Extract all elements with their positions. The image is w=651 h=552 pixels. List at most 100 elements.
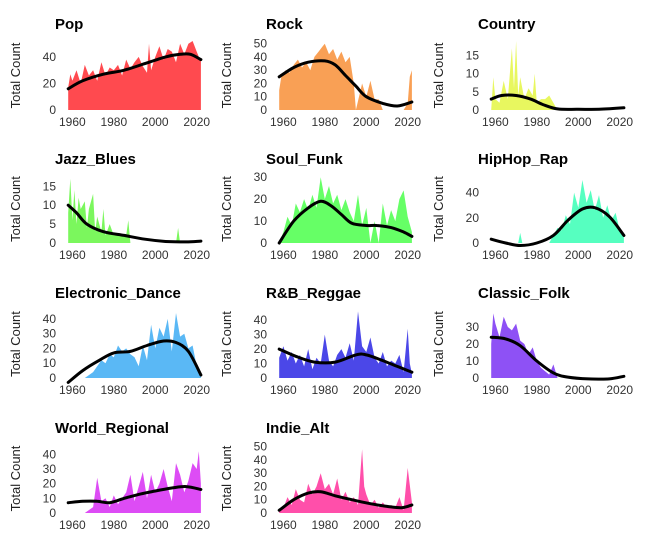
panel-title: R&B_Reggae	[266, 285, 361, 302]
y-tick-label: 20	[466, 211, 480, 225]
x-tick-label: 1980	[311, 115, 338, 129]
x-tick-label: 1960	[59, 518, 86, 532]
x-tick-label: 2000	[142, 115, 169, 129]
x-tick-label: 2000	[353, 383, 380, 397]
y-tick-label: 15	[43, 179, 57, 193]
y-tick-label: 10	[254, 493, 268, 507]
x-tick-label: 1980	[311, 383, 338, 397]
y-tick-label: 30	[466, 320, 480, 334]
x-tick-label: 1980	[523, 248, 550, 262]
y-tick-label: 20	[254, 479, 268, 493]
y-tick-label: 10	[43, 356, 57, 370]
panel-title: Pop	[55, 16, 83, 33]
panel-title: World_Regional	[55, 420, 169, 437]
x-tick-label: 2000	[353, 115, 380, 129]
x-tick-label: 2020	[394, 115, 421, 129]
trend-line	[277, 347, 414, 374]
area-classic-folk	[491, 313, 562, 378]
x-tick-label: 1960	[270, 115, 297, 129]
y-tick-label: 10	[254, 214, 268, 228]
trend-line	[489, 93, 626, 111]
x-tick-label: 2020	[183, 383, 210, 397]
trend-line	[489, 335, 626, 381]
x-tick-label: 2000	[142, 518, 169, 532]
x-tick-label: 1980	[311, 518, 338, 532]
y-tick-label: 40	[254, 453, 268, 467]
x-tick-label: 2000	[142, 383, 169, 397]
y-tick-label: 15	[466, 49, 480, 63]
x-tick-label: 1960	[482, 383, 509, 397]
y-tick-label: 50	[254, 37, 268, 51]
panel-title: Electronic_Dance	[55, 285, 181, 302]
area-world-regional	[68, 451, 201, 513]
y-tick-label: 0	[472, 103, 479, 117]
y-tick-label: 40	[43, 312, 57, 326]
y-tick-label: 20	[43, 76, 57, 90]
x-tick-label: 2000	[565, 383, 592, 397]
y-tick-label: 30	[254, 170, 268, 184]
area-indie-alt	[279, 449, 412, 513]
x-tick-label: 1960	[482, 248, 509, 262]
y-tick-label: 30	[254, 466, 268, 480]
x-tick-label: 1980	[100, 383, 127, 397]
panel-title: Country	[478, 16, 536, 33]
y-tick-label: 0	[260, 506, 267, 520]
y-tick-label: 0	[260, 103, 267, 117]
y-tick-label: 0	[49, 236, 56, 250]
trend-line	[66, 203, 203, 244]
x-tick-label: 1980	[523, 115, 550, 129]
y-tick-label: 0	[472, 371, 479, 385]
y-tick-label: 10	[254, 357, 268, 371]
x-tick-label: 2000	[353, 518, 380, 532]
y-axis-title: Total Count	[219, 176, 234, 242]
y-axis-title: Total Count	[8, 176, 23, 242]
panel-country: Country Total Count 0 5 10 15 1960 1980 2000 2020	[431, 16, 633, 129]
x-tick-label: 1960	[270, 383, 297, 397]
x-tick-label: 2020	[606, 248, 633, 262]
y-tick-label: 20	[43, 477, 57, 491]
y-axis-title: Total Count	[219, 311, 234, 377]
y-axis-title: Total Count	[431, 42, 446, 108]
area-jazz-blues	[68, 178, 201, 243]
y-tick-label: 50	[254, 440, 268, 454]
y-tick-label: 30	[43, 462, 57, 476]
area-country	[491, 41, 624, 110]
x-tick-label: 2020	[183, 518, 210, 532]
panel-title: Indie_Alt	[266, 420, 329, 437]
y-tick-label: 20	[254, 76, 268, 90]
y-tick-label: 10	[466, 354, 480, 368]
y-tick-label: 5	[472, 85, 479, 99]
panel-title: Soul_Funk	[266, 151, 343, 168]
y-tick-label: 0	[49, 371, 56, 385]
y-tick-label: 30	[254, 63, 268, 77]
panel-hiphop-rap: HipHop_Rap Total Count 0 20 40 1960 1980 2000 20…	[431, 151, 633, 262]
trend-line	[277, 59, 414, 108]
y-tick-label: 10	[466, 67, 480, 81]
y-tick-label: 10	[254, 90, 268, 104]
y-tick-label: 5	[49, 217, 56, 231]
y-axis-title: Total Count	[219, 42, 234, 108]
trend-line	[66, 52, 203, 91]
x-tick-label: 2000	[353, 248, 380, 262]
y-tick-label: 40	[254, 313, 268, 327]
x-tick-label: 2000	[565, 248, 592, 262]
area-electronic-dance	[68, 313, 201, 378]
x-tick-label: 1980	[311, 248, 338, 262]
area-soul-funk	[279, 177, 412, 243]
y-axis-title: Total Count	[219, 445, 234, 511]
area-hiphop-rap	[491, 180, 624, 243]
y-tick-label: 0	[49, 103, 56, 117]
y-tick-label: 10	[43, 198, 57, 212]
trend-line	[277, 199, 414, 245]
panel-soul-funk: Soul_Funk Total Count 0 10 20 30 1960 1980 2000 2…	[219, 151, 421, 262]
panel-jazz-blues: Jazz_Blues Total Count 0 5 10 15 1960 1980 2000 2…	[8, 151, 210, 262]
panel-title: Jazz_Blues	[55, 151, 136, 168]
panel-pop: Pop Total Count 0 20 40 1960 1980 2000 2020	[8, 16, 210, 129]
y-tick-label: 0	[260, 236, 267, 250]
x-tick-label: 1960	[59, 115, 86, 129]
